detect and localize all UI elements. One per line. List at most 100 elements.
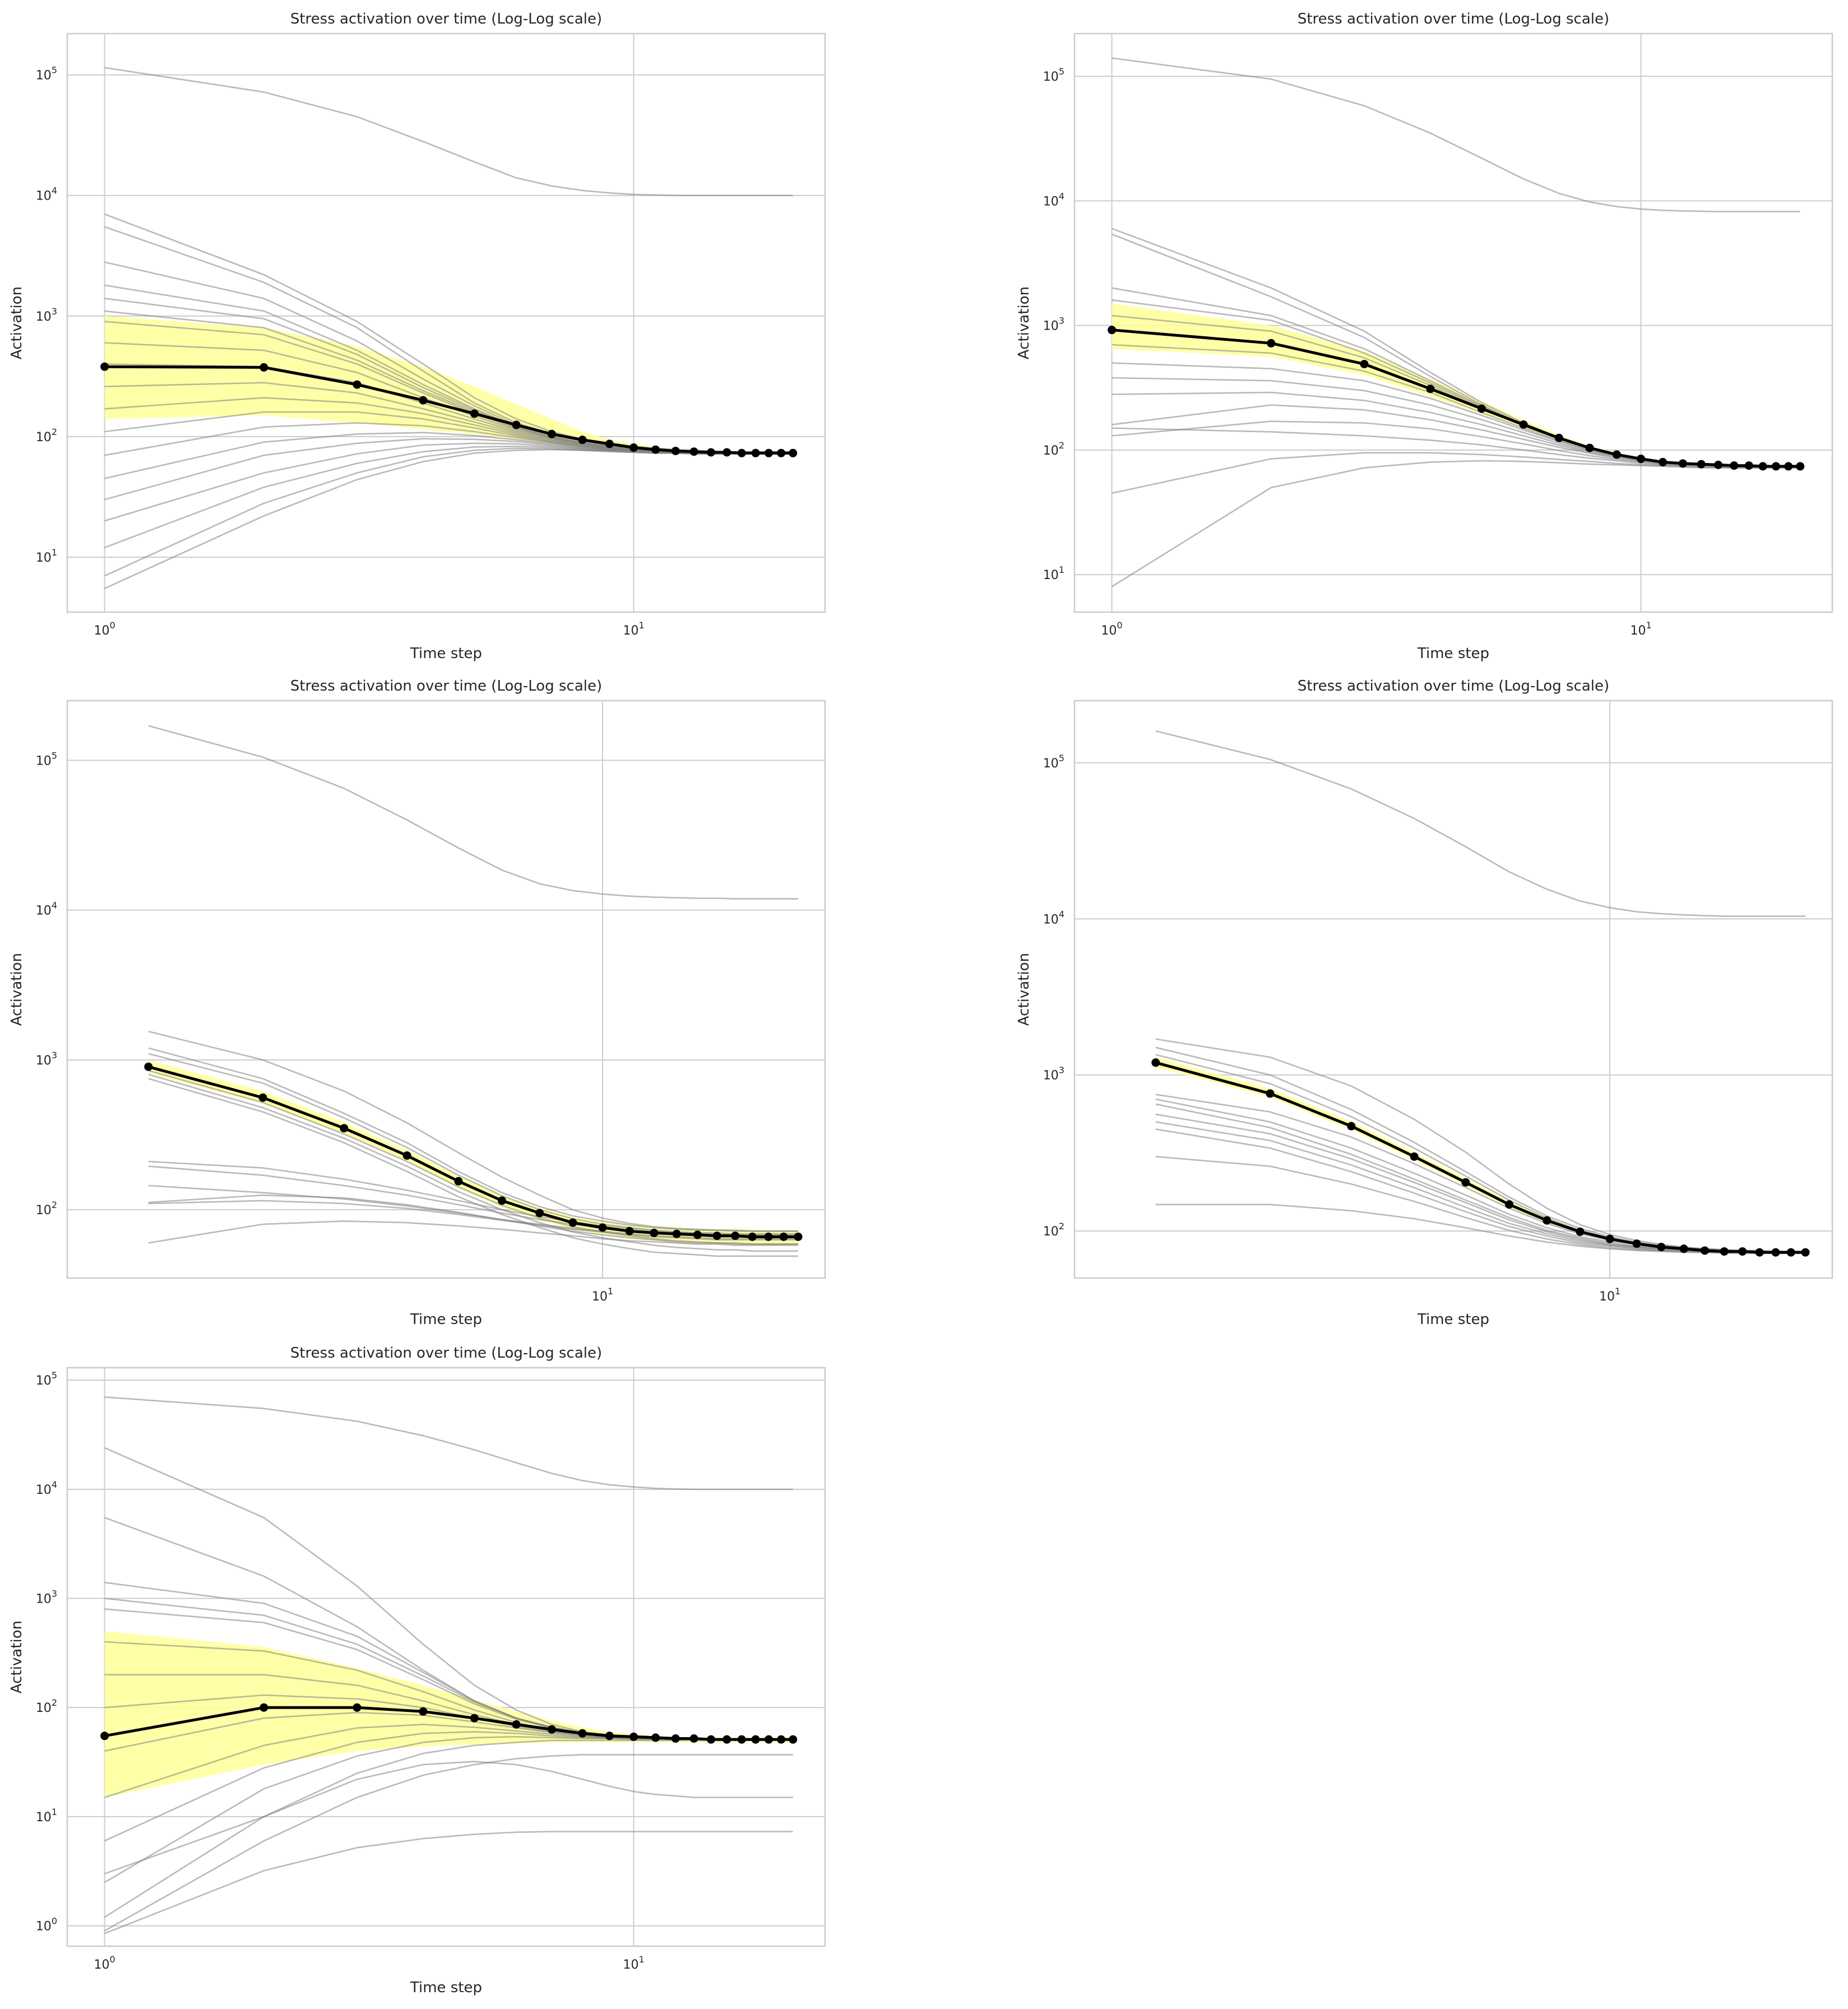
chart-2-mean-point xyxy=(1784,462,1793,471)
chart-1-mean-point xyxy=(629,443,638,452)
chart-3-y-tick-label: 105 xyxy=(36,750,57,768)
chart-5-mean-point xyxy=(629,1732,638,1741)
chart-5-mean-point xyxy=(100,1732,109,1740)
chart-3-mean-point xyxy=(535,1209,544,1218)
chart-5-x-tick-label: 100 xyxy=(94,1954,115,1972)
chart-3-trajectory-outlier xyxy=(148,725,798,900)
chart-5-trajectory-t15 xyxy=(104,1761,793,1874)
chart-4-title: Stress activation over time (Log-Log sca… xyxy=(1298,678,1609,695)
chart-3-mean-point xyxy=(568,1218,577,1227)
chart-4-y-tick-label: 102 xyxy=(1043,1221,1064,1239)
chart-1-mean-point xyxy=(777,448,786,457)
chart-2-trajectory-t7 xyxy=(1111,362,1800,467)
chart-1-y-axis-label: Activation xyxy=(8,286,25,359)
chart-3-mean-point xyxy=(625,1226,634,1235)
chart-2-mean-point xyxy=(1108,326,1117,335)
chart-1-y-tick-label: 105 xyxy=(36,65,57,83)
chart-5-mean-point xyxy=(689,1734,698,1743)
chart-4-mean-point xyxy=(1505,1200,1514,1209)
chart-1-trajectory-outlier xyxy=(104,67,793,196)
chart-4-mean-point xyxy=(1410,1152,1419,1161)
chart-panel-4: 101 102 103 104 105 Stress activation over ti… xyxy=(1007,667,1848,1334)
chart-2-y-axis-label: Activation xyxy=(1016,286,1032,359)
chart-1-x-tick-label: 100 xyxy=(94,620,115,638)
chart-4-mean-point xyxy=(1347,1122,1356,1131)
chart-4-mean-point xyxy=(1738,1247,1747,1256)
chart-4-y-axis-label: Activation xyxy=(1016,953,1032,1026)
chart-2-x-tick-label: 101 xyxy=(1630,620,1651,638)
chart-3-mean-point xyxy=(731,1232,740,1240)
chart-5-x-tick-label: 101 xyxy=(623,1954,644,1972)
chart-2-mean-point xyxy=(1713,460,1722,469)
chart-5-y-tick-label: 103 xyxy=(36,1589,57,1607)
chart-4-mean-point xyxy=(1266,1089,1275,1098)
chart-2-mean-point xyxy=(1697,460,1706,469)
chart-5-y-tick-label: 101 xyxy=(36,1807,57,1825)
chart-1-x-tick-label: 101 xyxy=(623,620,644,638)
chart-2-trajectory-t10 xyxy=(1111,404,1800,468)
chart-1-svg: 100 101 101 102 103 104 105 Stress activation o… xyxy=(8,11,826,662)
chart-2-y-tick-label: 102 xyxy=(1043,440,1064,458)
chart-4-mean-point xyxy=(1576,1227,1585,1236)
chart-4-trajectory-t11 xyxy=(1155,1203,1805,1255)
chart-2-mean-point xyxy=(1519,420,1528,429)
chart-5-y-tick-label: 102 xyxy=(36,1697,57,1715)
chart-2-mean-point xyxy=(1554,433,1563,442)
chart-4-mean-point xyxy=(1151,1058,1160,1067)
chart-1-y-tick-label: 101 xyxy=(36,547,57,565)
chart-1-title: Stress activation over time (Log-Log sca… xyxy=(290,11,602,27)
chart-3-mean-point xyxy=(794,1232,803,1241)
chart-4-plot-area xyxy=(1151,730,1810,1257)
chart-5-mean-point xyxy=(671,1734,680,1743)
chart-2-mean-point xyxy=(1744,461,1753,470)
chart-3-y-tick-label: 102 xyxy=(36,1200,57,1218)
chart-3-svg: 101 102 103 104 105 Stress activation over ti… xyxy=(8,678,826,1328)
chart-3-mean-point xyxy=(712,1232,721,1240)
chart-5-mean-point xyxy=(260,1703,268,1712)
chart-4-mean-point xyxy=(1801,1248,1810,1257)
chart-4-axes-frame xyxy=(1073,700,1833,1279)
chart-2-trajectory-t3 xyxy=(1111,287,1800,467)
chart-4-mean-point xyxy=(1786,1248,1795,1257)
chart-3-axes-frame xyxy=(66,700,826,1279)
chart-2-band xyxy=(1111,303,1800,466)
chart-1-y-tick-label: 102 xyxy=(36,427,57,445)
chart-3-title: Stress activation over time (Log-Log sca… xyxy=(290,678,602,695)
chart-1-mean-point xyxy=(689,447,698,456)
chart-1-mean-point xyxy=(765,448,774,457)
chart-5-y-axis-label: Activation xyxy=(8,1621,25,1693)
chart-4-x-axis-label: Time step xyxy=(1417,1311,1489,1328)
chart-panel-1: 100 101 101 102 103 104 105 Stress activation o… xyxy=(0,0,924,667)
chart-2-y-tick-label: 105 xyxy=(1043,66,1064,84)
chart-2-mean-point xyxy=(1477,404,1486,413)
chart-4-svg: 101 102 103 104 105 Stress activation over ti… xyxy=(1016,678,1833,1328)
chart-5-mean-point xyxy=(605,1732,614,1740)
chart-4-mean-point xyxy=(1700,1246,1709,1255)
chart-1-trajectory-t17 xyxy=(104,445,793,549)
chart-4-mean-point xyxy=(1461,1178,1470,1187)
chart-5-mean-point xyxy=(651,1733,660,1742)
chart-3-trajectory-t2 xyxy=(148,1047,798,1232)
chart-4-y-tick-label: 105 xyxy=(1043,753,1064,771)
chart-3-mean-point xyxy=(598,1223,607,1232)
chart-3-x-tick-label: 101 xyxy=(592,1286,613,1304)
chart-1-mean-point xyxy=(605,439,614,448)
chart-panel-5: 100 101 100 101 102 103 104 105 Stress activatio… xyxy=(0,1334,924,2009)
chart-5-mean-point xyxy=(751,1735,760,1744)
chart-3-trajectory-t12 xyxy=(148,1220,798,1246)
chart-1-mean-point xyxy=(578,436,587,445)
chart-2-mean-point xyxy=(1659,457,1668,466)
chart-3-y-tick-label: 103 xyxy=(36,1050,57,1068)
chart-5-mean-point xyxy=(706,1735,715,1744)
chart-3-mean-point xyxy=(402,1151,411,1160)
chart-panel-2: 100 101 101 102 103 104 105 Stress activation o… xyxy=(1007,0,1848,667)
chart-4-band xyxy=(1155,1057,1805,1253)
chart-3-band xyxy=(148,1059,798,1246)
chart-4-mean-point xyxy=(1771,1248,1780,1257)
chart-1-mean-point xyxy=(353,380,362,389)
chart-5-title: Stress activation over time (Log-Log sca… xyxy=(290,1345,602,1362)
chart-2-mean-point xyxy=(1796,462,1805,471)
chart-3-mean-point xyxy=(144,1062,153,1071)
chart-1-mean-point xyxy=(419,396,428,405)
chart-1-x-axis-label: Time step xyxy=(410,645,482,662)
